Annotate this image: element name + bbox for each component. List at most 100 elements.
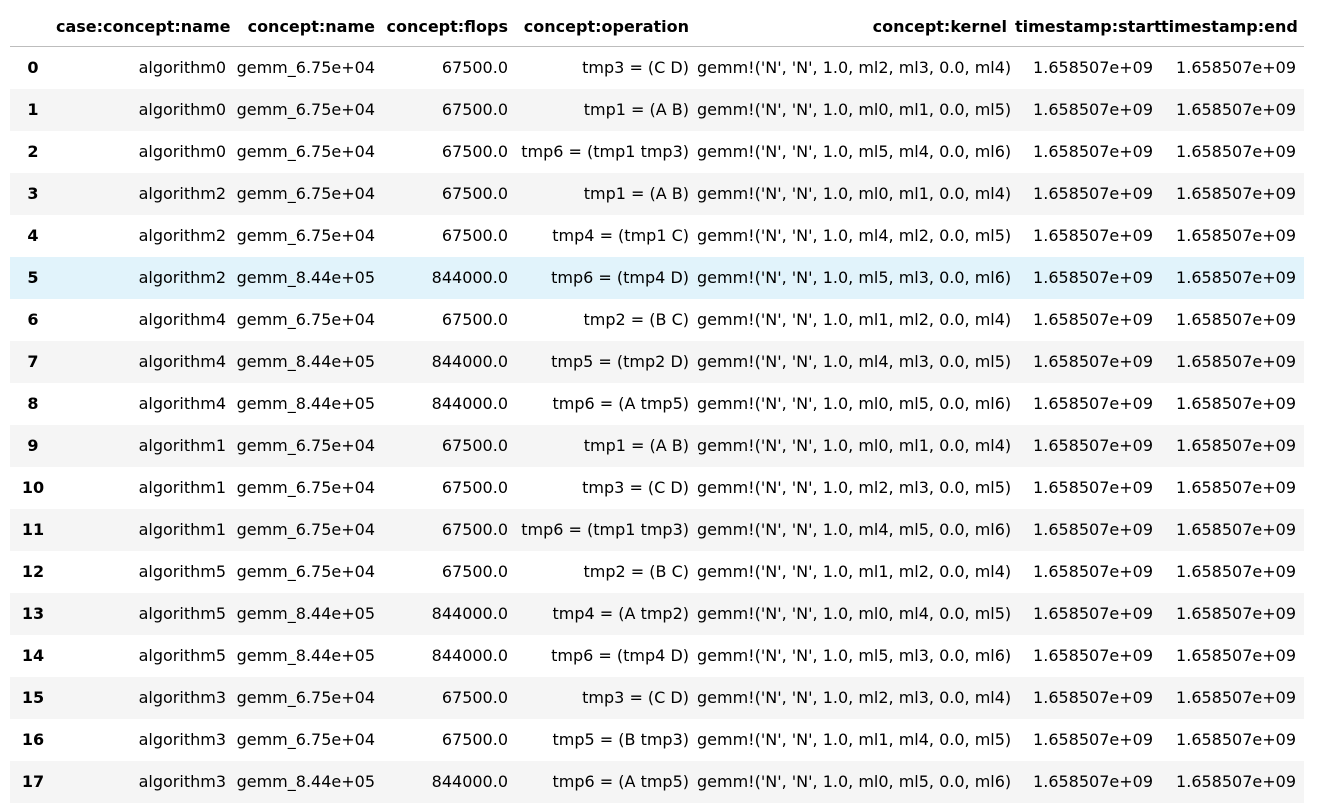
dataframe-table: case:concept:name concept:name concept:f… xyxy=(10,6,1304,803)
row-index: 12 xyxy=(21,562,45,581)
case-concept-name-cell: algorithm0 xyxy=(138,142,226,161)
row-index: 5 xyxy=(27,268,39,287)
table-row: 15 algorithm3 gemm_6.75e+04 67500.0 tmp3 = (… xyxy=(10,676,1304,719)
table-row: 1 algorithm0 gemm_6.75e+04 67500.0 tmp1 = (A… xyxy=(10,88,1304,131)
concept-flops-cell: 67500.0 xyxy=(441,142,508,161)
concept-name-cell: gemm_8.44e+05 xyxy=(236,604,375,623)
header-row: case:concept:name concept:name concept:f… xyxy=(10,6,1304,47)
table-row: 7 algorithm4 gemm_8.44e+05 844000.0 tmp5 = (… xyxy=(10,340,1304,383)
row-index: 1 xyxy=(27,100,39,119)
column-header-timestamp-start: timestamp:start xyxy=(1015,6,1161,47)
concept-name-cell: gemm_6.75e+04 xyxy=(236,310,375,329)
timestamp-end-cell: 1.658507e+09 xyxy=(1176,730,1296,749)
column-header-case-concept-name: case:concept:name xyxy=(56,6,234,47)
concept-kernel-cell: gemm!('N', 'N', 1.0, ml0, ml4, 0.0, ml5) xyxy=(697,604,1012,623)
concept-kernel-cell: gemm!('N', 'N', 1.0, ml1, ml2, 0.0, ml4) xyxy=(697,310,1012,329)
timestamp-end-cell: 1.658507e+09 xyxy=(1176,310,1296,329)
row-index: 7 xyxy=(27,352,39,371)
concept-operation-cell: tmp4 = (tmp1 C) xyxy=(552,226,689,245)
concept-kernel-cell: gemm!('N', 'N', 1.0, ml5, ml4, 0.0, ml6) xyxy=(697,142,1012,161)
concept-kernel-cell: gemm!('N', 'N', 1.0, ml4, ml5, 0.0, ml6) xyxy=(697,520,1012,539)
concept-kernel-cell: gemm!('N', 'N', 1.0, ml4, ml3, 0.0, ml5) xyxy=(697,352,1012,371)
concept-name-cell: gemm_6.75e+04 xyxy=(236,226,375,245)
concept-operation-cell: tmp6 = (tmp4 D) xyxy=(551,646,689,665)
concept-kernel-cell: gemm!('N', 'N', 1.0, ml5, ml3, 0.0, ml6) xyxy=(697,268,1012,287)
concept-kernel-cell: gemm!('N', 'N', 1.0, ml0, ml1, 0.0, ml4) xyxy=(697,436,1012,455)
concept-name-cell: gemm_8.44e+05 xyxy=(236,772,375,791)
table-body: 0 algorithm0 gemm_6.75e+04 67500.0 tmp3 = (C… xyxy=(10,47,1304,803)
table-row: 3 algorithm2 gemm_6.75e+04 67500.0 tmp1 = (A… xyxy=(10,172,1304,215)
concept-name-cell: gemm_8.44e+05 xyxy=(236,646,375,665)
timestamp-start-cell: 1.658507e+09 xyxy=(1033,520,1153,539)
row-index: 8 xyxy=(27,394,39,413)
dataframe-output: case:concept:name concept:name concept:f… xyxy=(10,6,1304,803)
row-index: 0 xyxy=(27,58,39,78)
table-row: 14 algorithm5 gemm_8.44e+05 844000.0 tmp6 = … xyxy=(10,635,1304,677)
row-index: 6 xyxy=(27,310,39,329)
table-row: 0 algorithm0 gemm_6.75e+04 67500.0 tmp3 = (C… xyxy=(10,47,1304,89)
concept-operation-cell: tmp6 = (tmp4 D) xyxy=(551,268,689,287)
timestamp-end-cell: 1.658507e+09 xyxy=(1176,394,1296,413)
timestamp-start-cell: 1.658507e+09 xyxy=(1033,562,1153,581)
case-concept-name-cell: algorithm1 xyxy=(138,520,226,539)
timestamp-start-cell: 1.658507e+09 xyxy=(1033,478,1153,497)
column-header-concept-name: concept:name xyxy=(234,6,383,47)
concept-name-cell: gemm_6.75e+04 xyxy=(236,184,375,203)
concept-kernel-cell: gemm!('N', 'N', 1.0, ml0, ml1, 0.0, ml5) xyxy=(697,100,1012,119)
concept-name-cell: gemm_6.75e+04 xyxy=(236,142,375,161)
concept-flops-cell: 844000.0 xyxy=(431,772,508,791)
timestamp-start-cell: 1.658507e+09 xyxy=(1033,310,1153,329)
concept-flops-cell: 844000.0 xyxy=(431,352,508,371)
concept-kernel-cell: gemm!('N', 'N', 1.0, ml0, ml5, 0.0, ml6) xyxy=(697,772,1012,791)
row-index: 14 xyxy=(21,646,45,665)
timestamp-end-cell: 1.658507e+09 xyxy=(1176,562,1296,581)
row-index: 10 xyxy=(21,478,45,497)
concept-operation-cell: tmp5 = (tmp2 D) xyxy=(551,352,689,371)
row-index: 13 xyxy=(21,604,45,623)
timestamp-end-cell: 1.658507e+09 xyxy=(1176,646,1296,665)
concept-flops-cell: 67500.0 xyxy=(441,520,508,539)
concept-name-cell: gemm_6.75e+04 xyxy=(236,100,375,119)
case-concept-name-cell: algorithm4 xyxy=(138,394,226,413)
row-index: 15 xyxy=(21,688,45,707)
concept-flops-cell: 844000.0 xyxy=(431,268,508,287)
timestamp-start-cell: 1.658507e+09 xyxy=(1033,58,1153,78)
timestamp-end-cell: 1.658507e+09 xyxy=(1176,58,1296,78)
concept-kernel-cell: gemm!('N', 'N', 1.0, ml2, ml3, 0.0, ml4) xyxy=(697,58,1012,78)
case-concept-name-cell: algorithm2 xyxy=(138,268,226,287)
concept-operation-cell: tmp3 = (C D) xyxy=(582,478,689,497)
timestamp-start-cell: 1.658507e+09 xyxy=(1033,436,1153,455)
concept-name-cell: gemm_6.75e+04 xyxy=(236,730,375,749)
table-row: 12 algorithm5 gemm_6.75e+04 67500.0 tmp2 = (… xyxy=(10,551,1304,593)
concept-flops-cell: 67500.0 xyxy=(441,478,508,497)
concept-name-cell: gemm_6.75e+04 xyxy=(236,520,375,539)
timestamp-end-cell: 1.658507e+09 xyxy=(1176,688,1296,707)
case-concept-name-cell: algorithm5 xyxy=(138,604,226,623)
concept-flops-cell: 67500.0 xyxy=(441,730,508,749)
timestamp-end-cell: 1.658507e+09 xyxy=(1176,268,1296,287)
case-concept-name-cell: algorithm4 xyxy=(138,310,226,329)
concept-flops-cell: 67500.0 xyxy=(441,436,508,455)
timestamp-end-cell: 1.658507e+09 xyxy=(1176,478,1296,497)
row-index: 11 xyxy=(21,520,45,539)
concept-flops-cell: 67500.0 xyxy=(441,100,508,119)
timestamp-start-cell: 1.658507e+09 xyxy=(1033,604,1153,623)
case-concept-name-cell: algorithm3 xyxy=(138,772,226,791)
concept-operation-cell: tmp6 = (A tmp5) xyxy=(552,772,689,791)
timestamp-start-cell: 1.658507e+09 xyxy=(1033,184,1153,203)
timestamp-end-cell: 1.658507e+09 xyxy=(1176,352,1296,371)
case-concept-name-cell: algorithm4 xyxy=(138,352,226,371)
timestamp-start-cell: 1.658507e+09 xyxy=(1033,100,1153,119)
timestamp-start-cell: 1.658507e+09 xyxy=(1033,730,1153,749)
timestamp-end-cell: 1.658507e+09 xyxy=(1176,772,1296,791)
concept-name-cell: gemm_6.75e+04 xyxy=(236,478,375,497)
row-index: 9 xyxy=(27,436,39,455)
timestamp-end-cell: 1.658507e+09 xyxy=(1176,520,1296,539)
table-row: 17 algorithm3 gemm_8.44e+05 844000.0 tmp6 = … xyxy=(10,760,1304,803)
row-index: 2 xyxy=(27,142,39,161)
timestamp-start-cell: 1.658507e+09 xyxy=(1033,646,1153,665)
concept-flops-cell: 67500.0 xyxy=(441,688,508,707)
concept-operation-cell: tmp4 = (A tmp2) xyxy=(552,604,689,623)
table-row: 16 algorithm3 gemm_6.75e+04 67500.0 tmp5 = (… xyxy=(10,719,1304,761)
column-header-concept-kernel: concept:kernel xyxy=(697,6,1015,47)
